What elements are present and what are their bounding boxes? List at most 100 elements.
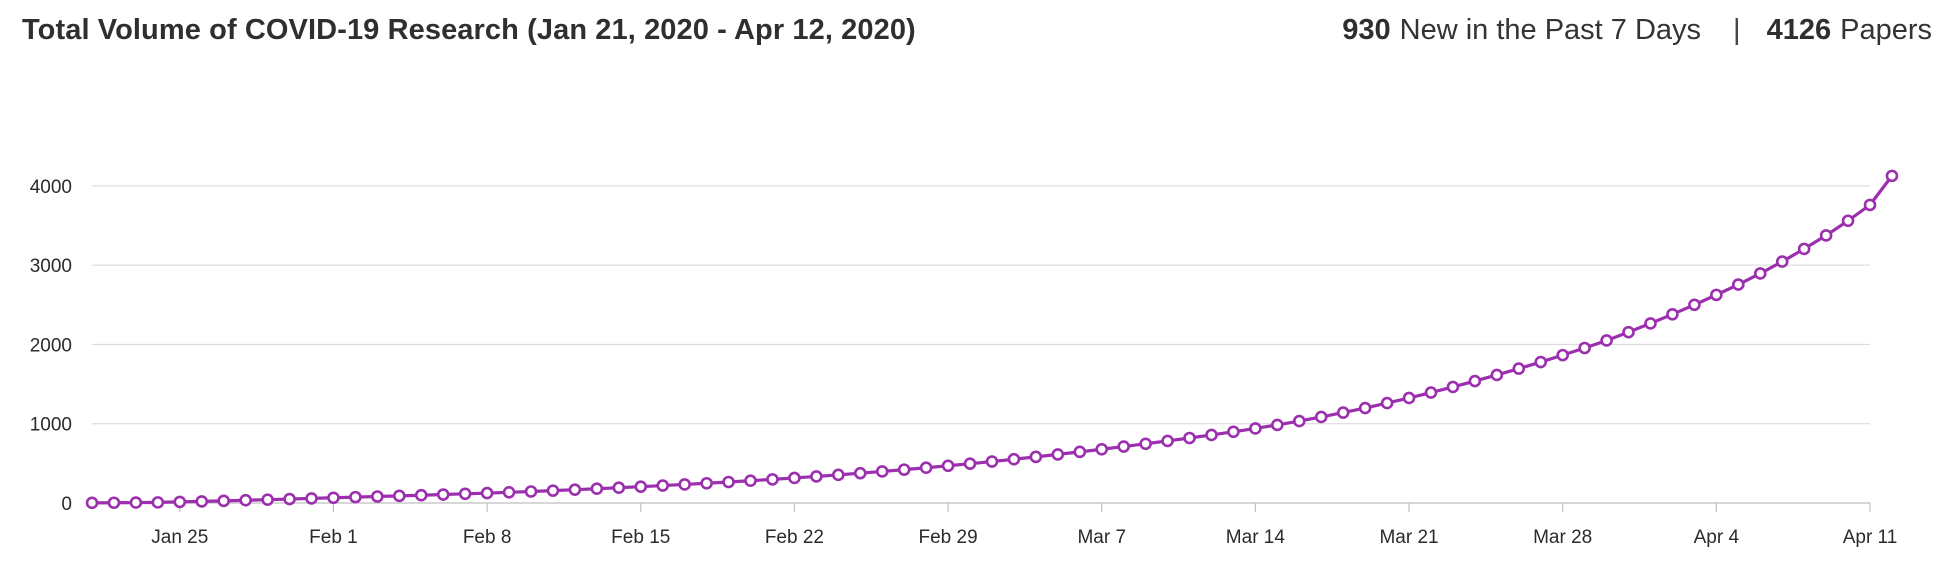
data-point — [1732, 278, 1745, 291]
data-point — [1622, 325, 1635, 339]
data-point — [1819, 229, 1833, 242]
data-point — [1424, 386, 1438, 399]
data-point — [546, 484, 560, 497]
data-point — [678, 478, 691, 491]
data-point — [458, 487, 472, 501]
y-tick-label: 4000 — [30, 177, 72, 198]
x-tick-label: Feb 22 — [765, 527, 824, 548]
data-point — [305, 492, 318, 505]
data-point — [985, 455, 999, 468]
total-count: 4126 — [1766, 13, 1832, 46]
data-point — [195, 495, 209, 508]
data-point — [1775, 255, 1789, 268]
data-point — [634, 480, 648, 493]
data-point — [1161, 434, 1174, 448]
x-axis: Jan 25 Feb 1 Feb 8 Feb 15 Feb 22 Feb 29 Mar 7 M… — [92, 502, 1898, 548]
data-point — [1139, 437, 1152, 451]
data-point — [919, 461, 933, 475]
data-point — [744, 474, 757, 488]
data-point — [1863, 198, 1877, 212]
data-point — [1051, 448, 1065, 461]
summary-stats: 930 New in the Past 7 Days | 4126 Papers — [1342, 14, 1932, 47]
data-point — [414, 488, 428, 502]
data-point — [1885, 169, 1899, 183]
chart-header: Total Volume of COVID-19 Research (Jan 2… — [22, 8, 1932, 52]
data-point — [1841, 214, 1855, 228]
data-point — [1183, 431, 1196, 445]
data-point — [524, 485, 538, 498]
y-tick-label: 1000 — [30, 415, 72, 436]
data-point — [217, 494, 230, 508]
data-point — [239, 493, 252, 507]
data-point — [1117, 440, 1130, 453]
chart-title: Total Volume of COVID-19 Research (Jan 2… — [22, 13, 916, 46]
data-point — [327, 491, 340, 505]
x-tick-label: Feb 1 — [309, 527, 358, 548]
series-line — [90, 174, 1894, 505]
data-point — [656, 479, 670, 492]
data-point — [1468, 374, 1482, 388]
x-tick-label: Mar 21 — [1379, 527, 1438, 548]
data-point — [722, 475, 735, 489]
data-point — [1358, 401, 1372, 415]
data-point — [1446, 380, 1460, 394]
data-point — [1578, 341, 1591, 355]
data-point — [963, 457, 977, 470]
data-point — [1402, 391, 1416, 405]
y-tick-label: 3000 — [30, 256, 72, 277]
data-point — [107, 496, 121, 510]
data-point — [1227, 425, 1240, 439]
data-point — [897, 463, 911, 476]
data-point — [875, 465, 889, 478]
x-tick-label: Feb 8 — [463, 527, 512, 548]
data-point — [1029, 450, 1043, 464]
data-point — [1753, 267, 1767, 280]
data-point — [832, 468, 845, 482]
grid-layer: 0 1000 2000 3000 4000 — [30, 177, 1870, 515]
data-point — [1205, 428, 1218, 442]
data-point — [1271, 418, 1284, 432]
data-point — [612, 481, 626, 495]
series-layer — [85, 169, 1899, 510]
data-point — [1073, 445, 1087, 459]
data-point — [129, 496, 143, 509]
data-point — [1095, 442, 1109, 456]
data-point — [283, 492, 296, 506]
x-tick-label: Feb 15 — [611, 527, 670, 548]
data-point — [568, 483, 582, 496]
data-point — [766, 473, 779, 486]
x-tick-label: Mar 28 — [1533, 527, 1592, 548]
data-point — [85, 496, 99, 510]
x-tick-label: Jan 25 — [151, 527, 208, 548]
data-point — [1512, 362, 1526, 375]
data-point — [1688, 298, 1701, 312]
data-point — [1490, 368, 1504, 382]
y-tick-label: 2000 — [30, 335, 72, 356]
x-tick-label: Apr 11 — [1843, 527, 1898, 548]
data-point — [1249, 422, 1262, 435]
data-point — [480, 486, 494, 500]
x-tick-label: Mar 7 — [1077, 527, 1126, 548]
x-tick-label: Apr 4 — [1694, 527, 1740, 548]
data-point — [436, 488, 450, 501]
data-point — [1292, 414, 1306, 428]
data-point — [941, 459, 955, 473]
x-tick-label: Feb 29 — [918, 527, 977, 548]
data-point — [1710, 288, 1723, 302]
x-tick-label: Mar 14 — [1226, 527, 1286, 548]
data-point — [1336, 406, 1350, 419]
data-point — [393, 489, 406, 503]
data-point — [788, 471, 801, 485]
data-point — [349, 490, 362, 504]
y-tick-label: 0 — [61, 494, 72, 515]
data-point — [1534, 355, 1548, 369]
data-point — [371, 490, 384, 503]
data-point — [1556, 348, 1569, 362]
stats-separator: | — [1733, 13, 1741, 46]
data-point — [502, 485, 516, 499]
data-point — [173, 495, 187, 509]
data-point — [151, 496, 165, 509]
data-point — [261, 493, 274, 506]
data-point — [1380, 396, 1394, 410]
